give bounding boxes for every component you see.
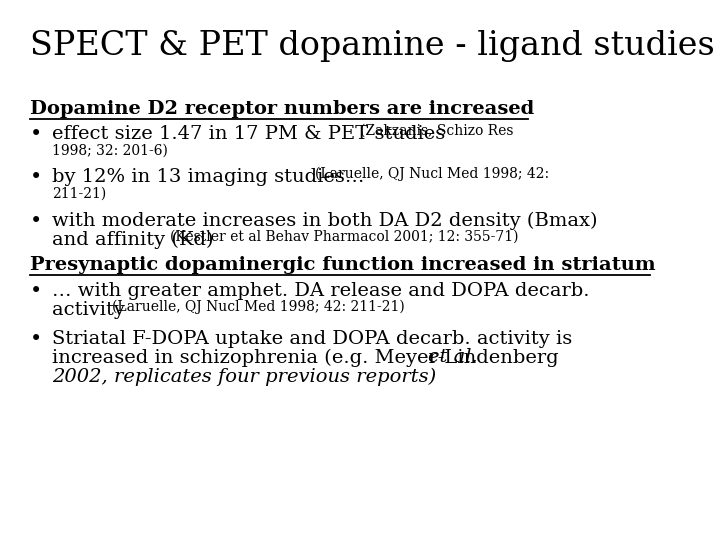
Text: •: •	[30, 330, 42, 349]
Text: Striatal F-DOPA uptake and DOPA decarb. activity is: Striatal F-DOPA uptake and DOPA decarb. …	[52, 330, 572, 348]
Text: (Laruelle, QJ Nucl Med 1998; 42: 211-21): (Laruelle, QJ Nucl Med 1998; 42: 211-21)	[112, 300, 405, 314]
Text: and affinity (Kd): and affinity (Kd)	[52, 231, 220, 249]
Text: … with greater amphet. DA release and DOPA decarb.: … with greater amphet. DA release and DO…	[52, 282, 590, 300]
Text: SPECT & PET dopamine - ligand studies: SPECT & PET dopamine - ligand studies	[30, 30, 715, 62]
Text: •: •	[30, 282, 42, 301]
Text: (Kestler et al Behav Pharmacol 2001; 12: 355-71): (Kestler et al Behav Pharmacol 2001; 12:…	[170, 230, 518, 244]
Text: •: •	[30, 168, 42, 187]
Text: activity: activity	[52, 301, 131, 319]
Text: (Laruelle, QJ Nucl Med 1998; 42:: (Laruelle, QJ Nucl Med 1998; 42:	[315, 167, 549, 181]
Text: (Zakzanis, Schizo Res: (Zakzanis, Schizo Res	[360, 124, 513, 138]
Text: et al.: et al.	[428, 348, 478, 366]
Text: •: •	[30, 125, 42, 144]
Text: Presynaptic dopaminergic function increased in striatum: Presynaptic dopaminergic function increa…	[30, 256, 656, 274]
Text: increased in schizophrenia (e.g. Meyer-Lindenberg: increased in schizophrenia (e.g. Meyer-L…	[52, 349, 565, 367]
Text: 2002, replicates four previous reports): 2002, replicates four previous reports)	[52, 368, 436, 386]
Text: 211-21): 211-21)	[52, 187, 107, 201]
Text: effect size 1.47 in 17 PM & PET studies: effect size 1.47 in 17 PM & PET studies	[52, 125, 451, 143]
Text: by 12% in 13 imaging studies…: by 12% in 13 imaging studies…	[52, 168, 371, 186]
Text: Dopamine D2 receptor numbers are increased: Dopamine D2 receptor numbers are increas…	[30, 100, 534, 118]
Text: •: •	[30, 212, 42, 231]
Text: with moderate increases in both DA D2 density (Bmax): with moderate increases in both DA D2 de…	[52, 212, 598, 230]
Text: 1998; 32: 201-6): 1998; 32: 201-6)	[52, 144, 168, 158]
